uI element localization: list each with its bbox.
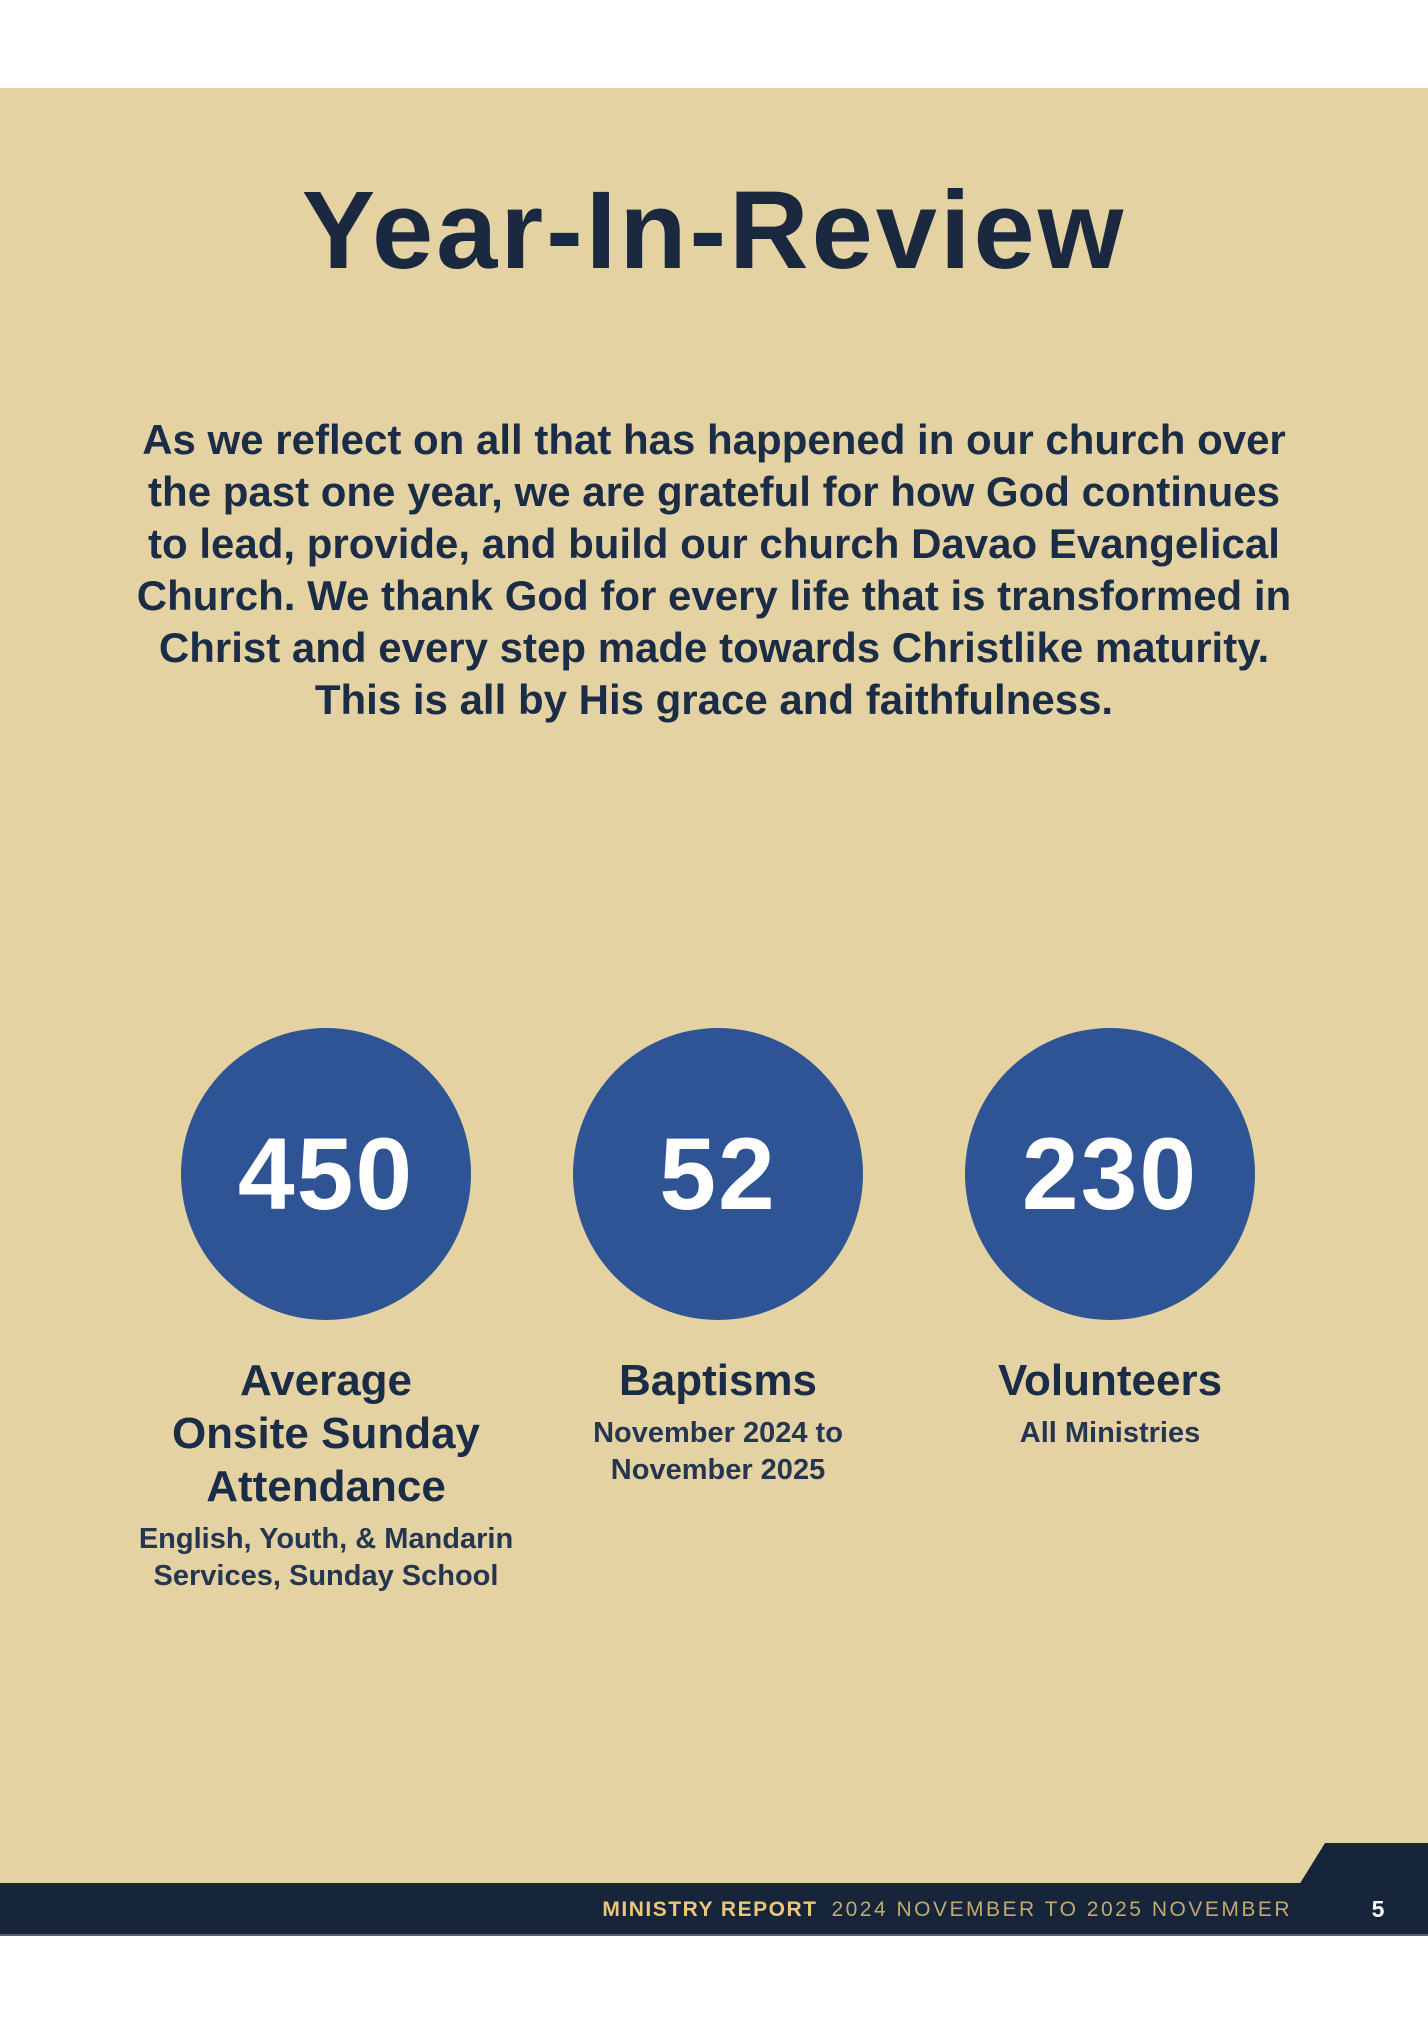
stat-label-baptisms: Baptisms (618, 1356, 818, 1405)
footer-report-title: MINISTRY REPORT (602, 1897, 818, 1921)
stat-sublabel-attendance: English, Youth, & Mandarin Services, Sun… (138, 1523, 514, 1592)
intro-paragraph: As we reflect on all that has happened i… (136, 416, 1292, 723)
stat-circle-baptisms: 52 (573, 1028, 863, 1320)
content-background-panel (0, 88, 1428, 1883)
stat-circle-volunteers: 230 (965, 1028, 1255, 1320)
stat-baptisms: 52 Baptisms November 2024 to November 20… (522, 1028, 914, 1595)
stat-sublabel-baptisms: November 2024 to November 2025 (593, 1417, 843, 1486)
stat-circle-attendance: 450 (181, 1028, 471, 1320)
page-number: 5 (1371, 1896, 1385, 1922)
stat-value-volunteers: 230 (1021, 1116, 1199, 1231)
stat-label-attendance: Average Onsite Sunday Attendance (171, 1356, 481, 1511)
stat-sublabel-volunteers: All Ministries (1019, 1417, 1201, 1449)
stat-volunteers: 230 Volunteers All Ministries (914, 1028, 1306, 1595)
footer-text: MINISTRY REPORT 2024 NOVEMBER TO 2025 NO… (602, 1883, 1292, 1936)
page-title: Year-In-Review (301, 169, 1127, 292)
stat-value-baptisms: 52 (659, 1116, 777, 1231)
stat-value-attendance: 450 (237, 1116, 415, 1231)
footer-report-period: 2024 NOVEMBER TO 2025 NOVEMBER (831, 1897, 1292, 1921)
stat-attendance: 450 Average Onsite Sunday Attendance Eng… (130, 1028, 522, 1595)
stats-row: 450 Average Onsite Sunday Attendance Eng… (130, 1028, 1306, 1595)
footer-bar (0, 1883, 1428, 1936)
stat-label-volunteers: Volunteers (997, 1356, 1223, 1405)
